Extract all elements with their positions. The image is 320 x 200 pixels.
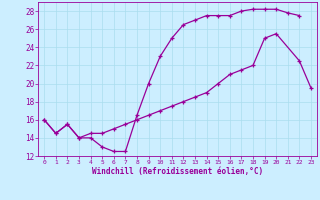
X-axis label: Windchill (Refroidissement éolien,°C): Windchill (Refroidissement éolien,°C) [92,167,263,176]
